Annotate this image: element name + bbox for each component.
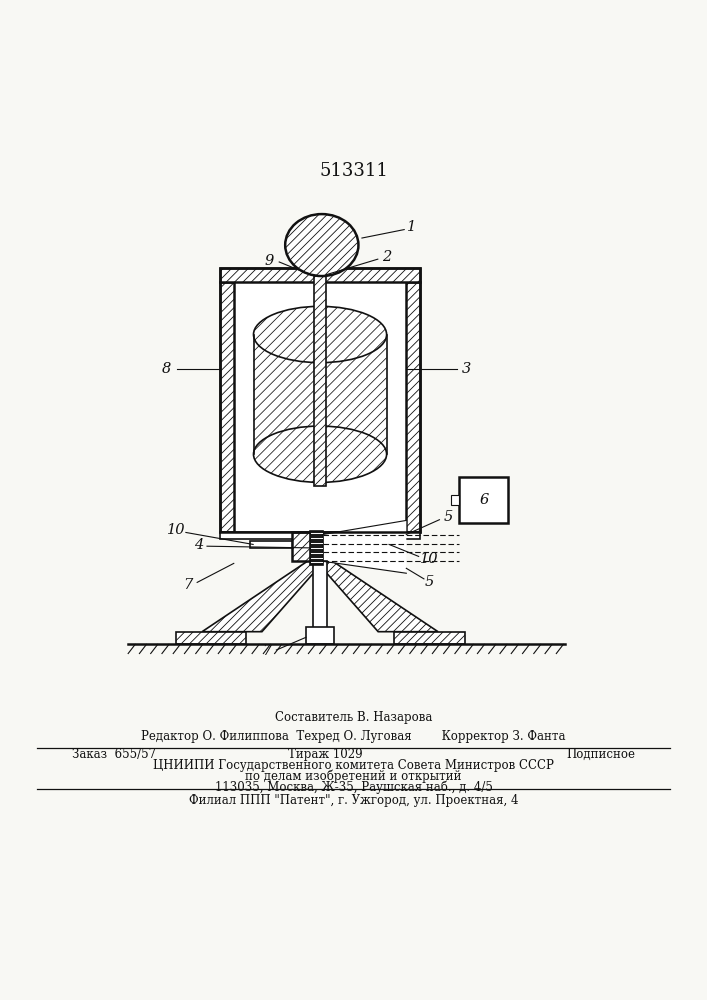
Ellipse shape <box>254 426 387 482</box>
Bar <box>407 282 421 532</box>
Text: 4: 4 <box>194 538 203 552</box>
Text: 5: 5 <box>424 575 433 589</box>
Text: 9: 9 <box>264 254 274 268</box>
Text: Тираж 1029: Тираж 1029 <box>288 748 363 761</box>
Bar <box>313 561 327 632</box>
Bar <box>220 268 421 282</box>
Text: 6: 6 <box>479 493 489 507</box>
Polygon shape <box>316 561 438 632</box>
Text: 10: 10 <box>420 552 438 566</box>
Text: ЦНИИПИ Государственного комитета Совета Министров СССР: ЦНИИПИ Государственного комитета Совета … <box>153 759 554 772</box>
Text: Подписное: Подписное <box>566 748 635 761</box>
Bar <box>310 531 323 565</box>
Bar <box>306 627 334 644</box>
Bar <box>234 282 407 532</box>
Polygon shape <box>202 561 324 632</box>
Bar <box>250 541 292 548</box>
Bar <box>349 541 390 548</box>
Text: Филиал ППП "Патент", г. Ужгород, ул. Проектная, 4: Филиал ППП "Патент", г. Ужгород, ул. Про… <box>189 794 518 807</box>
Bar <box>220 268 421 532</box>
Text: 113035, Москва, Ж-35, Раушская наб., д. 4/5: 113035, Москва, Ж-35, Раушская наб., д. … <box>214 780 493 794</box>
Text: 2: 2 <box>382 250 392 264</box>
Text: Заказ  655/57: Заказ 655/57 <box>72 748 156 761</box>
Text: по делам изобретений и открытий: по делам изобретений и открытий <box>245 770 462 783</box>
Ellipse shape <box>254 306 387 363</box>
Bar <box>450 495 459 505</box>
Text: 513311: 513311 <box>319 162 388 180</box>
Text: 3: 3 <box>462 362 471 376</box>
Text: Составитель В. Назарова: Составитель В. Назарова <box>275 711 432 724</box>
Bar <box>220 282 234 532</box>
Text: 7: 7 <box>183 578 192 592</box>
Text: 7: 7 <box>262 644 272 658</box>
Bar <box>176 632 247 644</box>
Bar <box>220 532 421 539</box>
Ellipse shape <box>285 214 358 276</box>
Bar <box>314 276 327 486</box>
Bar <box>395 632 464 644</box>
Text: 10: 10 <box>167 523 185 537</box>
Text: Редактор О. Филиппова  Техред О. Луговая        Корректор З. Фанта: Редактор О. Филиппова Техред О. Луговая … <box>141 730 566 743</box>
Polygon shape <box>323 520 407 572</box>
Text: 1: 1 <box>407 220 416 234</box>
Text: 8: 8 <box>162 362 172 376</box>
Text: 5: 5 <box>444 510 453 524</box>
Bar <box>292 532 349 561</box>
Bar <box>254 335 387 454</box>
Bar <box>459 477 508 523</box>
